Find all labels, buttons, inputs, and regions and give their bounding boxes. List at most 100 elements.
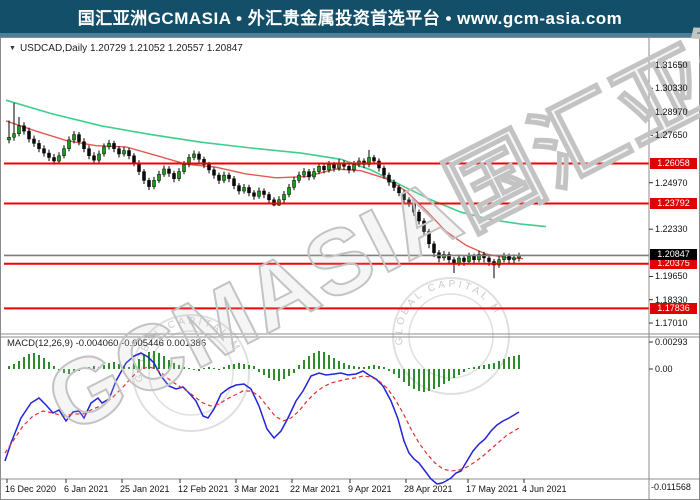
candle-body [192,153,196,158]
candle-body [312,171,316,178]
candle-body [277,199,281,206]
candle-body [42,148,46,154]
level-price-label: 1.23792 [650,197,697,209]
candle-body [327,164,331,171]
candle-body [512,257,516,261]
candle-body [112,143,116,149]
macd-scale-bottom-label: -0.011568 [651,482,691,492]
candle-body [207,164,211,171]
candle-body [457,257,461,264]
candle-body [167,168,171,174]
chart-title-text: USDCAD,Daily 1.20729 1.21052 1.20557 1.2… [19,43,243,54]
stamp-inner-circle [408,293,494,379]
candle-body [487,257,491,262]
candle-body [332,164,336,169]
candle-body [37,143,41,149]
candle-body [172,173,176,179]
candle-body [27,130,31,140]
date-tick-label: 12 Feb 2021 [178,484,229,494]
date-tick-label: 6 Jan 2021 [64,484,109,494]
candle-body [122,150,126,155]
price-tick-label: 1.24970 [655,177,688,188]
candle-body [222,174,226,181]
price-tick-label: 1.22330 [655,224,688,235]
candle-body [497,259,501,266]
chart-title: ▼ USDCAD,Daily 1.20729 1.21052 1.20557 1.… [9,43,243,54]
candle-body [287,187,291,195]
candle-body [227,174,231,179]
dropdown-arrow-icon[interactable]: ▼ [9,45,16,52]
ma-fast-line [5,120,524,260]
candle-body [427,231,431,245]
candle-body [247,187,251,194]
candle-body [307,171,311,178]
candle-body [397,187,401,194]
candle-body [257,190,261,197]
candle-body [92,155,96,161]
candle-body [117,148,121,155]
stamp-outer-circle [392,277,510,395]
candle-body [47,152,51,158]
macd-scale-zero-label: 0.00 [655,364,673,374]
price-tick-label: 1.28970 [655,107,688,118]
candle-body [97,153,101,161]
candle-body [402,192,406,201]
candle-body [127,150,131,157]
candle-body [352,164,356,171]
candle-body [87,148,91,156]
bid-price-label: 1.20847 [650,248,697,260]
candle-body [452,259,456,264]
candle-body [77,134,81,142]
candle-body [12,133,16,138]
candle-body [472,255,476,260]
candle-body [292,180,296,188]
candle-body [422,220,426,232]
candle-body [72,134,76,141]
date-tick-label: 25 Jan 2021 [120,484,170,494]
macd-main-line [4,352,520,485]
candle-body [387,174,391,183]
stamp-text: GLOBAL CAPITAL MARKETS [1,38,243,456]
stamp-inner-circle [148,330,234,416]
stamp-outer-circle [132,314,250,432]
level-price-label: 1.26058 [650,158,697,170]
candle-body [57,155,61,162]
candle-body [142,171,146,181]
price-tick-label: 1.18330 [655,294,688,305]
candle-body [372,157,376,162]
macd-signal-line [4,366,520,472]
candle-body [282,194,286,201]
candle-body [212,169,216,176]
price-tick-label: 1.19650 [655,271,688,282]
price-tick-label: 1.30330 [655,83,688,94]
candle-body [252,192,256,197]
date-tick-label: 9 Apr 2021 [348,484,392,494]
date-tick-label: 3 Mar 2021 [234,484,280,494]
candle-body [17,125,21,134]
price-tick-label: 1.17010 [655,318,688,328]
candle-body [507,255,511,260]
candle-body [102,146,106,155]
candle-body [317,166,321,172]
candle-body [302,171,306,176]
level-price-label: 1.17836 [650,302,697,314]
stamp-text: GLOBAL CAPITAL MARKETS [1,38,503,499]
candle-body [107,143,111,148]
candle-body [392,181,396,188]
macd-scale-top-label: 0.00293 [655,337,688,347]
candle-body [177,171,181,179]
candle-body [432,243,436,253]
candle-body [232,178,236,186]
candle-body [52,157,56,162]
price-tick-label: 1.27650 [655,130,688,141]
candle-body [272,199,276,206]
macd-indicator-label: MACD(12,26,9) -0.004060 -0.005446 0.0013… [7,338,207,349]
candle-body [347,166,351,171]
price-tick-label: 1.31650 [655,60,688,70]
candle-body [267,194,271,201]
candle-body [132,155,136,164]
candle-body [297,174,301,181]
